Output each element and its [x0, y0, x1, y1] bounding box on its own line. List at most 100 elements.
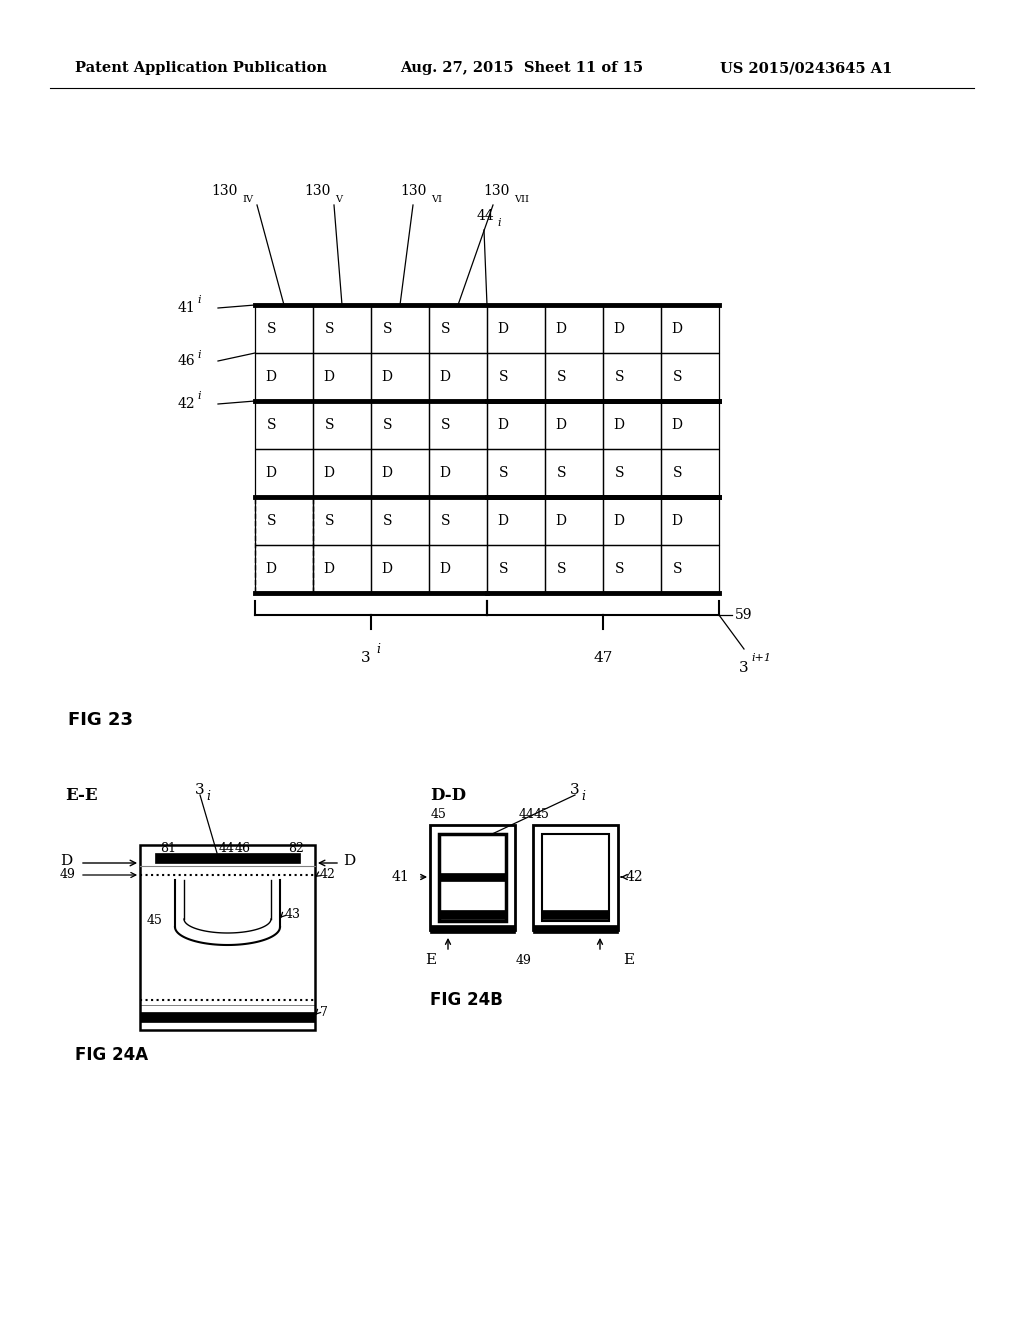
- Text: S: S: [325, 322, 334, 337]
- Text: S: S: [614, 562, 624, 576]
- Text: VII: VII: [514, 194, 529, 203]
- Text: D: D: [556, 513, 566, 528]
- Bar: [429, 449, 487, 498]
- Text: 49: 49: [60, 867, 76, 880]
- Bar: [487, 401, 545, 449]
- Text: FIG 23: FIG 23: [68, 711, 133, 729]
- Bar: [255, 498, 313, 545]
- Bar: [313, 545, 371, 593]
- Text: 45: 45: [147, 913, 163, 927]
- Bar: [155, 853, 300, 863]
- Text: 130: 130: [400, 183, 426, 198]
- Bar: [662, 545, 719, 593]
- Text: D: D: [266, 466, 276, 480]
- Text: 44: 44: [519, 808, 535, 821]
- Text: D: D: [498, 513, 509, 528]
- Text: 3: 3: [195, 783, 205, 797]
- Text: D: D: [498, 322, 509, 337]
- Bar: [662, 401, 719, 449]
- Text: S: S: [440, 418, 450, 432]
- Bar: [439, 834, 506, 921]
- Text: FIG 24B: FIG 24B: [430, 991, 503, 1008]
- Text: 81: 81: [160, 842, 176, 855]
- Bar: [545, 401, 603, 449]
- Text: D: D: [382, 466, 393, 480]
- Text: i: i: [376, 643, 380, 656]
- Text: Aug. 27, 2015  Sheet 11 of 15: Aug. 27, 2015 Sheet 11 of 15: [400, 61, 643, 75]
- Text: 42: 42: [319, 869, 336, 882]
- Bar: [313, 498, 371, 545]
- Text: E: E: [425, 953, 436, 968]
- Text: S: S: [556, 370, 566, 384]
- Bar: [255, 352, 313, 401]
- Text: 49: 49: [516, 953, 531, 966]
- Text: D: D: [613, 322, 625, 337]
- Bar: [545, 545, 603, 593]
- Text: 44: 44: [477, 209, 495, 223]
- Text: D: D: [382, 562, 393, 576]
- Text: 43: 43: [285, 908, 301, 921]
- Bar: [429, 352, 487, 401]
- Bar: [430, 825, 515, 931]
- Text: S: S: [556, 562, 566, 576]
- Text: Patent Application Publication: Patent Application Publication: [75, 61, 327, 75]
- Bar: [662, 498, 719, 545]
- Text: 130: 130: [483, 183, 509, 198]
- Text: D: D: [343, 854, 355, 869]
- Text: S: S: [266, 513, 276, 528]
- Bar: [603, 305, 662, 352]
- Text: D: D: [324, 562, 335, 576]
- Bar: [371, 352, 429, 401]
- Text: D: D: [324, 466, 335, 480]
- Bar: [313, 449, 371, 498]
- Text: i: i: [581, 791, 585, 804]
- Text: D: D: [613, 418, 625, 432]
- Bar: [313, 305, 371, 352]
- Text: VI: VI: [431, 194, 442, 203]
- Text: D: D: [439, 370, 451, 384]
- Text: S: S: [556, 466, 566, 480]
- Text: 3: 3: [570, 783, 580, 797]
- Text: 3: 3: [739, 661, 749, 675]
- Bar: [255, 401, 313, 449]
- Text: US 2015/0243645 A1: US 2015/0243645 A1: [720, 61, 892, 75]
- Bar: [439, 873, 506, 880]
- Bar: [371, 401, 429, 449]
- Text: IV: IV: [242, 194, 253, 203]
- Text: D: D: [672, 418, 683, 432]
- Bar: [140, 845, 315, 1030]
- Bar: [487, 449, 545, 498]
- Bar: [429, 498, 487, 545]
- Text: D: D: [382, 370, 393, 384]
- Text: 130: 130: [304, 183, 331, 198]
- Text: D: D: [556, 322, 566, 337]
- Text: S: S: [499, 466, 508, 480]
- Bar: [534, 925, 618, 933]
- Bar: [487, 352, 545, 401]
- Text: D: D: [60, 854, 73, 869]
- Bar: [487, 498, 545, 545]
- Text: 42: 42: [626, 870, 644, 884]
- Bar: [545, 449, 603, 498]
- Text: 3: 3: [361, 651, 371, 665]
- Bar: [371, 498, 429, 545]
- Text: D: D: [439, 466, 451, 480]
- Bar: [255, 449, 313, 498]
- Text: S: S: [673, 370, 682, 384]
- Text: D: D: [324, 370, 335, 384]
- Text: 41: 41: [178, 301, 196, 315]
- Bar: [439, 909, 506, 919]
- Text: S: S: [325, 513, 334, 528]
- Bar: [545, 305, 603, 352]
- Text: i: i: [197, 350, 201, 360]
- Bar: [429, 545, 487, 593]
- Text: 59: 59: [735, 609, 753, 622]
- Bar: [430, 925, 515, 933]
- Text: D: D: [556, 418, 566, 432]
- Text: E: E: [623, 953, 634, 968]
- Text: S: S: [325, 418, 334, 432]
- Text: 82: 82: [288, 842, 304, 855]
- Text: S: S: [614, 466, 624, 480]
- Bar: [603, 449, 662, 498]
- Text: 46: 46: [234, 842, 251, 855]
